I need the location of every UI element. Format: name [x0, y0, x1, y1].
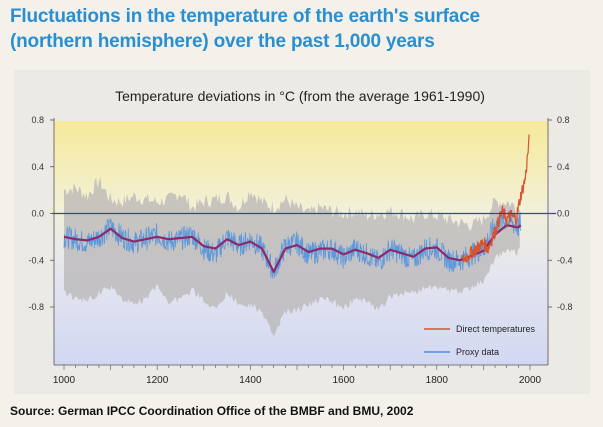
- y-tick-label-right: -0.4: [557, 255, 573, 265]
- x-tick-label: 1400: [239, 375, 262, 386]
- x-tick-label: 2000: [519, 375, 542, 386]
- chart-subtitle: Temperature deviations in °C (from the a…: [115, 88, 485, 104]
- y-tick-label-left: 0.4: [31, 162, 44, 172]
- y-tick-label-left: -0.8: [28, 302, 44, 312]
- heading-line-2: (northern hemisphere) over the past 1,00…: [10, 31, 435, 52]
- y-tick-label-right: 0.4: [557, 162, 570, 172]
- proxy-data-series: [63, 210, 522, 279]
- legend-label-direct: Direct temperatures: [456, 324, 536, 334]
- y-tick-label-right: 0.8: [557, 115, 570, 125]
- source-note: Source: German IPCC Coordination Office …: [10, 404, 414, 418]
- chart-heading: Fluctuations in the temperature of the e…: [10, 4, 510, 54]
- x-tick-label: 1200: [146, 375, 169, 386]
- y-tick-label-right: -0.8: [557, 302, 573, 312]
- x-tick-label: 1600: [332, 375, 355, 386]
- y-tick-label-left: 0.0: [31, 209, 44, 219]
- x-tick-label: 1800: [426, 375, 449, 386]
- x-tick-label: 1000: [53, 375, 76, 386]
- uncertainty-band: [64, 176, 520, 337]
- smoothed-proxy-series: [63, 224, 522, 273]
- heading-line-1: Fluctuations in the temperature of the e…: [10, 6, 480, 27]
- y-tick-label-left: 0.8: [31, 115, 44, 125]
- direct-temperatures-series: [461, 134, 530, 263]
- y-tick-label-right: 0.0: [557, 209, 570, 219]
- y-tick-label-left: -0.4: [28, 255, 44, 265]
- legend-label-proxy: Proxy data: [456, 347, 499, 357]
